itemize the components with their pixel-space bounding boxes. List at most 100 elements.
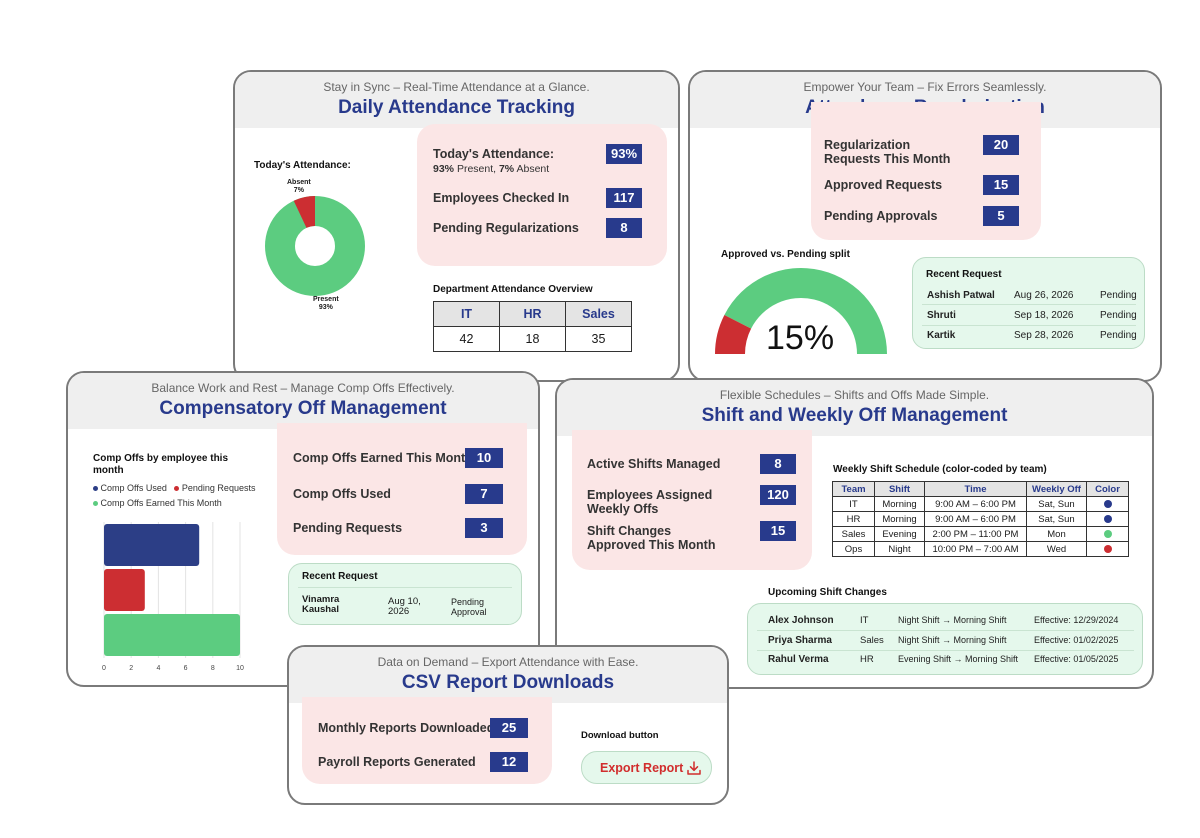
- team-cell: Ops: [832, 541, 875, 557]
- legend-earned: Comp Offs Earned This Month: [100, 497, 222, 508]
- shift-change: Evening Shift → Morning Shift: [898, 654, 1019, 664]
- present-label: Present 93%: [313, 296, 339, 311]
- upcoming-changes-panel: [747, 603, 1143, 675]
- comp-off-recent-title: Recent Request: [302, 571, 378, 582]
- approved-requests-value: 15: [983, 175, 1019, 195]
- pending-requests-value: 3: [465, 518, 503, 538]
- request-date: Sep 28, 2026: [1014, 330, 1074, 341]
- csv-header: Data on Demand – Export Attendance with …: [289, 647, 727, 703]
- effective-date: Effective: 01/02/2025: [1034, 635, 1119, 645]
- request-name: Kartik: [927, 330, 956, 341]
- weekly-offs-value: 120: [760, 485, 796, 505]
- dept-header: HR: [499, 301, 566, 327]
- request-status: Pending Approval: [451, 597, 487, 617]
- team-cell: IT: [832, 496, 875, 512]
- schedule-row: IT Morning 9:00 AM – 6:00 PM Sat, Sun: [832, 496, 1129, 512]
- dept-value: 18: [499, 326, 566, 352]
- comp-offs-earned-label: Comp Offs Earned This Month: [293, 451, 473, 465]
- employee-team: Sales: [860, 635, 884, 646]
- schedule-row: Sales Evening 2:00 PM – 11:00 PM Mon: [832, 526, 1129, 542]
- x-tick-label: 6: [184, 665, 188, 672]
- team-color-dot: [1103, 499, 1112, 508]
- weekly-off-cell: Mon: [1026, 526, 1087, 542]
- divider: [757, 630, 1134, 631]
- request-name: Vinamra Kaushal: [302, 594, 340, 616]
- daily-attendance-title: Daily Attendance Tracking: [338, 97, 575, 118]
- legend-swatch-pending: [174, 486, 180, 492]
- comp-off-header: Balance Work and Rest – Manage Comp Offs…: [68, 373, 538, 429]
- active-shifts-label: Active Shifts Managed: [587, 457, 721, 471]
- shift-card: Flexible Schedules – Shifts and Offs Mad…: [555, 378, 1154, 689]
- shift-title: Shift and Weekly Off Management: [701, 405, 1008, 426]
- donut-title: Today's Attendance:: [254, 160, 351, 171]
- schedule-row: HR Morning 9:00 AM – 6:00 PM Sat, Sun: [832, 511, 1129, 527]
- color-cell: [1086, 541, 1129, 557]
- employees-checked-in-label: Employees Checked In: [433, 191, 570, 205]
- export-report-label: Export Report: [600, 761, 684, 775]
- dept-value: 42: [433, 326, 500, 352]
- recent-request-title: Recent Request: [926, 269, 1002, 280]
- gauge-approved-arc: [724, 267, 887, 354]
- comp-offs-used-label: Comp Offs Used: [293, 487, 391, 501]
- approved-requests-label: Approved Requests: [824, 178, 943, 192]
- comp-off-card: Balance Work and Rest – Manage Comp Offs…: [66, 371, 540, 687]
- time-cell: 10:00 PM – 7:00 AM: [924, 541, 1027, 557]
- dept-header: IT: [433, 301, 500, 327]
- color-cell: [1086, 526, 1129, 542]
- todays-attendance-value: 93%: [606, 144, 642, 164]
- recent-request-panel: [912, 257, 1145, 349]
- csv-subtitle: Data on Demand – Export Attendance with …: [377, 655, 639, 669]
- payroll-reports-label: Payroll Reports Generated: [318, 755, 476, 769]
- team-cell: Sales: [832, 526, 875, 542]
- weekly-offs-label: Employees Assigned Weekly Offs: [587, 488, 713, 517]
- team-color-dot: [1103, 529, 1112, 538]
- shift-changes-value: 15: [760, 521, 796, 541]
- comp-off-recent-row[interactable]: Vinamra Kaushal Aug 10, 2026 Pending App…: [302, 594, 512, 621]
- schedule-header: Team: [832, 481, 875, 497]
- shift-cell: Night: [874, 541, 925, 557]
- comp-off-recent-panel: [288, 563, 522, 625]
- daily-attendance-subtitle: Stay in Sync – Real-Time Attendance at a…: [323, 80, 590, 94]
- request-name: Ashish Patwal: [927, 290, 995, 301]
- regularization-subtitle: Empower Your Team – Fix Errors Seamlessl…: [803, 80, 1047, 94]
- comp-offs-used-value: 7: [465, 484, 503, 504]
- approved-pending-gauge: [715, 267, 887, 354]
- monthly-reports-label: Monthly Reports Downloaded: [318, 721, 495, 735]
- dept-overview-title: Department Attendance Overview: [433, 284, 593, 295]
- dept-attendance-table: IT HR Sales 42 18 35: [433, 301, 632, 352]
- x-tick-label: 2: [129, 665, 133, 672]
- legend-used: Comp Offs Used: [100, 483, 167, 493]
- pending-approvals-value: 5: [983, 206, 1019, 226]
- weekly-shift-table: Team Shift Time Weekly Off Color IT Morn…: [832, 481, 1129, 557]
- donut-absent-slice: [293, 196, 315, 228]
- pending-approvals-label: Pending Approvals: [824, 209, 938, 223]
- pending-requests-label: Pending Requests: [293, 521, 403, 535]
- request-date: Aug 26, 2026: [1014, 290, 1074, 301]
- request-status: Pending: [1100, 290, 1137, 301]
- x-tick-label: 4: [156, 665, 160, 672]
- weekly-off-cell: Sat, Sun: [1026, 496, 1087, 512]
- todays-attendance-label: Today's Attendance:: [433, 147, 555, 161]
- time-cell: 2:00 PM – 11:00 PM: [924, 526, 1027, 542]
- effective-date: Effective: 12/29/2024: [1034, 615, 1119, 625]
- schedule-title: Weekly Shift Schedule (color-coded by te…: [833, 464, 1047, 475]
- dept-value: 35: [565, 326, 632, 352]
- employee-name: Alex Johnson: [768, 615, 834, 626]
- shift-change: Night Shift → Morning Shift: [898, 615, 1007, 625]
- x-tick-label: 0: [102, 665, 106, 672]
- upcoming-title: Upcoming Shift Changes: [768, 587, 887, 598]
- x-tick-label: 10: [236, 665, 244, 672]
- comp-off-bar-chart: 0 2 4 6 8 10: [102, 522, 244, 672]
- gauge-pending-arc: [715, 314, 752, 354]
- shift-change: Night Shift → Morning Shift: [898, 635, 1007, 645]
- time-cell: 9:00 AM – 6:00 PM: [924, 511, 1027, 527]
- export-report-button[interactable]: Export Report: [581, 751, 712, 784]
- bar-comp-offs-earned-this-month: [104, 614, 240, 656]
- shift-cell: Morning: [874, 496, 925, 512]
- x-tick-label: 8: [211, 665, 215, 672]
- employee-team: HR: [860, 654, 874, 665]
- pending-regularizations-value: 8: [606, 218, 642, 238]
- pending-regularizations-label: Pending Regularizations: [433, 221, 579, 235]
- request-status: Pending: [1100, 330, 1137, 341]
- shift-header: Flexible Schedules – Shifts and Offs Mad…: [557, 380, 1152, 436]
